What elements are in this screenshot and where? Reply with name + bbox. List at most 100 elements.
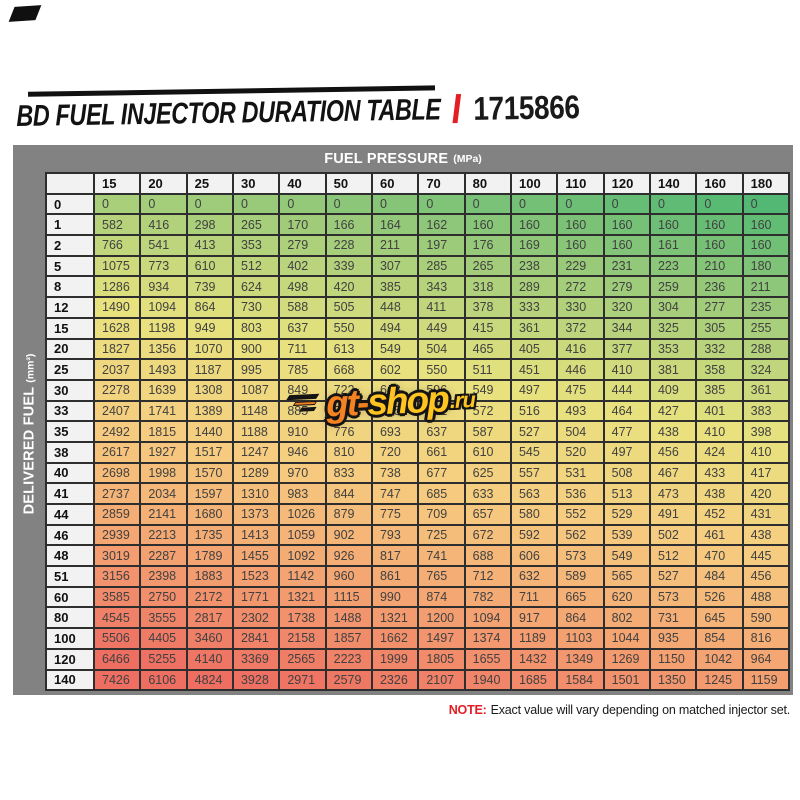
cell-r5-c160: 210 [697, 256, 742, 276]
row-header-1: 1 [47, 215, 93, 235]
cell-r40-c160: 433 [697, 463, 742, 483]
cell-r5-c20: 773 [141, 256, 186, 276]
cell-r41-c15: 2737 [95, 484, 140, 503]
cell-r25-c140: 381 [650, 360, 696, 379]
cell-r60-c140: 573 [650, 587, 696, 607]
row-axis-unit: (mm³) [24, 353, 36, 383]
cell-r30-c50: 722 [326, 380, 371, 400]
cell-r0-c100: 0 [511, 194, 557, 214]
cell-r48-c20: 2287 [141, 546, 186, 566]
cell-r48-c30: 1455 [233, 546, 279, 566]
cell-r30-c15: 2278 [95, 380, 140, 400]
cell-r46-c30: 1413 [233, 525, 279, 545]
cell-r8-c100: 289 [511, 277, 557, 297]
cell-r0-c160: 0 [697, 194, 742, 214]
cell-r20-c30: 900 [233, 339, 279, 359]
cell-r46-c50: 902 [326, 525, 371, 545]
cell-r1-c180: 160 [743, 215, 788, 235]
cell-r120-c70: 1805 [419, 649, 464, 669]
cell-r2-c80: 176 [465, 236, 510, 255]
footnote: NOTE: Exact value will vary depending on … [449, 703, 790, 717]
cell-r140-c30: 3928 [233, 670, 279, 690]
cell-r120-c80: 1655 [465, 649, 510, 669]
cell-r100-c60: 1662 [372, 629, 418, 648]
cell-r60-c40: 1321 [280, 587, 325, 607]
cell-r8-c30: 624 [233, 277, 279, 297]
cell-r120-c30: 3369 [233, 649, 279, 669]
col-header-50: 50 [326, 174, 371, 193]
cell-r35-c70: 637 [419, 422, 464, 441]
page-title: BD FUEL INJECTOR DURATION TABLE [16, 93, 441, 133]
cell-r2-c110: 160 [558, 236, 603, 255]
cell-r38-c60: 720 [372, 442, 418, 462]
row-header-8: 8 [47, 277, 93, 297]
cell-r41-c60: 747 [372, 484, 418, 503]
cell-r46-c140: 502 [650, 525, 696, 545]
cell-r15-c140: 325 [650, 318, 696, 338]
cell-r20-c60: 549 [372, 339, 418, 359]
cell-r120-c20: 5255 [141, 649, 186, 669]
cell-r30-c100: 497 [511, 380, 557, 400]
cell-r44-c40: 1026 [280, 505, 325, 524]
cell-r120-c60: 1999 [372, 649, 418, 669]
cell-r44-c50: 879 [326, 505, 371, 524]
cell-r80-c30: 2302 [233, 608, 279, 628]
cell-r60-c100: 711 [511, 587, 557, 607]
cell-r140-c25: 4824 [187, 670, 232, 690]
cell-r15-c180: 255 [743, 318, 788, 338]
row-header-60: 60 [47, 587, 93, 607]
cell-r30-c180: 361 [743, 380, 788, 400]
cell-r33-c60: 675 [372, 401, 418, 421]
cell-r120-c15: 6466 [95, 649, 140, 669]
cell-r20-c50: 613 [326, 339, 371, 359]
cell-r48-c50: 926 [326, 546, 371, 566]
cell-r33-c30: 1148 [233, 401, 279, 421]
col-header-100: 100 [511, 174, 557, 193]
cell-r48-c70: 741 [419, 546, 464, 566]
cell-r80-c120: 802 [604, 608, 649, 628]
cell-r2-c180: 160 [743, 236, 788, 255]
cell-r41-c100: 563 [511, 484, 557, 503]
cell-r44-c15: 2859 [95, 505, 140, 524]
cell-r48-c120: 549 [604, 546, 649, 566]
title-divider [452, 94, 462, 124]
cell-r51-c70: 765 [419, 567, 464, 586]
cell-r41-c70: 685 [419, 484, 464, 503]
cell-r41-c140: 473 [650, 484, 696, 503]
cell-r1-c80: 160 [465, 215, 510, 235]
cell-r120-c25: 4140 [187, 649, 232, 669]
cell-r35-c80: 587 [465, 422, 510, 441]
row-header-44: 44 [47, 505, 93, 524]
cell-r80-c25: 2817 [187, 608, 232, 628]
cell-r12-c25: 864 [187, 298, 232, 317]
row-header-100: 100 [47, 629, 93, 648]
cell-r30-c20: 1639 [141, 380, 186, 400]
cell-r20-c80: 465 [465, 339, 510, 359]
cell-r35-c120: 477 [604, 422, 649, 441]
cell-r41-c30: 1310 [233, 484, 279, 503]
cell-r46-c15: 2939 [95, 525, 140, 545]
cell-r60-c25: 2172 [187, 587, 232, 607]
row-header-140: 140 [47, 670, 93, 690]
cell-r48-c60: 817 [372, 546, 418, 566]
cell-r2-c140: 161 [650, 236, 696, 255]
watermark-text-shop: shop [366, 378, 449, 423]
cell-r33-c25: 1389 [187, 401, 232, 421]
row-header-38: 38 [47, 442, 93, 462]
cell-r51-c180: 456 [743, 567, 788, 586]
cell-r8-c50: 420 [326, 277, 371, 297]
cell-r0-c15: 0 [95, 194, 140, 214]
cell-r25-c15: 2037 [95, 360, 140, 379]
cell-r33-c110: 493 [558, 401, 603, 421]
cell-r30-c70: 596 [419, 380, 464, 400]
cell-r100-c15: 5506 [95, 629, 140, 648]
cell-r41-c80: 633 [465, 484, 510, 503]
col-header-15: 15 [95, 174, 140, 193]
cell-r33-c50: 755 [326, 401, 371, 421]
cell-r46-c180: 438 [743, 525, 788, 545]
cell-r33-c100: 516 [511, 401, 557, 421]
row-header-12: 12 [47, 298, 93, 317]
cell-r15-c110: 372 [558, 318, 603, 338]
cell-r20-c40: 711 [280, 339, 325, 359]
cell-r30-c140: 409 [650, 380, 696, 400]
